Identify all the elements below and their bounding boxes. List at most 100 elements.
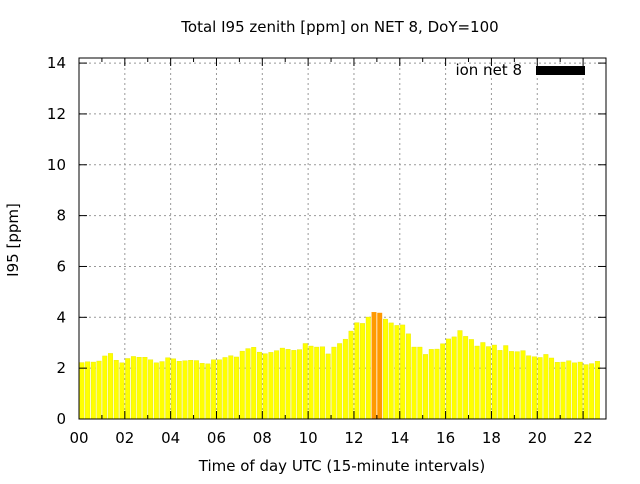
bar: [331, 346, 337, 420]
bar: [434, 348, 440, 420]
bar: [577, 361, 583, 420]
bar: [96, 360, 102, 420]
bar: [405, 333, 411, 420]
bar: [125, 358, 131, 420]
bar: [543, 354, 549, 420]
bar: [509, 351, 514, 420]
bar: [572, 362, 577, 420]
bar: [153, 362, 159, 420]
grid: [79, 58, 606, 419]
bar: [251, 347, 257, 420]
bar-highlight: [377, 312, 383, 420]
bar: [457, 330, 463, 420]
bar: [537, 357, 543, 420]
bar: [486, 346, 492, 420]
bar: [79, 362, 85, 420]
x-tick-label: 04: [161, 429, 180, 447]
bar: [388, 322, 394, 420]
x-tick-label: 06: [207, 429, 226, 447]
bar: [85, 361, 91, 420]
legend-swatch: [536, 66, 585, 75]
bar: [302, 343, 308, 420]
bar: [589, 363, 595, 420]
bar: [491, 344, 497, 420]
bar: [148, 359, 154, 420]
bar: [440, 343, 446, 420]
bar: [503, 345, 509, 420]
y-tick-label: 2: [56, 359, 66, 377]
bar: [365, 316, 371, 420]
bar: [308, 345, 314, 420]
bar: [520, 350, 526, 420]
bar: [382, 318, 388, 420]
bar: [474, 345, 480, 420]
y-tick-label: 10: [47, 156, 66, 174]
x-tick-label: 22: [574, 429, 593, 447]
bar: [428, 349, 434, 420]
bar: [199, 363, 205, 420]
bar: [216, 359, 222, 420]
y-tick-label: 8: [56, 207, 66, 225]
bar: [188, 360, 194, 420]
bar: [394, 325, 400, 420]
x-tick-label: 08: [253, 429, 272, 447]
x-tick-label: 10: [299, 429, 318, 447]
bar: [451, 336, 457, 420]
bar: [274, 350, 280, 420]
bar-highlight: [371, 312, 377, 420]
bar: [319, 346, 325, 420]
bar: [211, 359, 217, 420]
chart-title: Total I95 zenith [ppm] on NET 8, DoY=100: [180, 18, 498, 36]
bar: [268, 352, 274, 420]
y-tick-label: 6: [56, 257, 66, 275]
bar: [531, 356, 537, 420]
bar: [314, 346, 320, 420]
y-axis-label: I95 [ppm]: [4, 203, 22, 277]
bars: [79, 312, 600, 420]
bar: [279, 347, 285, 420]
bar: [176, 361, 182, 420]
bar: [119, 362, 125, 420]
bar: [354, 322, 360, 420]
bar: [348, 330, 354, 420]
bar: [417, 346, 423, 420]
bar: [108, 353, 113, 420]
bar: [234, 356, 239, 420]
bar: [285, 349, 291, 420]
bar: [291, 350, 297, 420]
bar: [130, 356, 136, 420]
bar: [262, 353, 268, 420]
x-tick-label: 12: [344, 429, 363, 447]
legend-label: ion net 8: [455, 61, 522, 79]
bar: [560, 361, 566, 420]
bar: [245, 348, 251, 420]
bar: [193, 360, 199, 420]
bar: [228, 355, 234, 420]
y-tick-label: 12: [47, 105, 66, 123]
y-tick-label: 0: [56, 410, 66, 428]
x-tick-label: 18: [482, 429, 501, 447]
bar: [411, 346, 417, 420]
bar: [463, 336, 469, 420]
plot-frame: [78, 57, 607, 420]
bar: [360, 323, 366, 420]
bar: [594, 361, 600, 420]
bar: [325, 353, 331, 420]
bar: [165, 357, 171, 420]
bar: [142, 357, 148, 420]
bar: [549, 357, 555, 420]
bar: [113, 360, 119, 420]
y-tick-label: 14: [47, 54, 66, 72]
bar: [297, 349, 303, 420]
bar: [468, 339, 474, 420]
bar: [222, 357, 228, 420]
bar: [526, 355, 532, 420]
bar: [182, 360, 188, 420]
bar: [554, 362, 560, 420]
bar: [566, 360, 572, 420]
x-tick-label: 16: [436, 429, 455, 447]
bar: [239, 350, 245, 420]
bar: [136, 357, 142, 420]
